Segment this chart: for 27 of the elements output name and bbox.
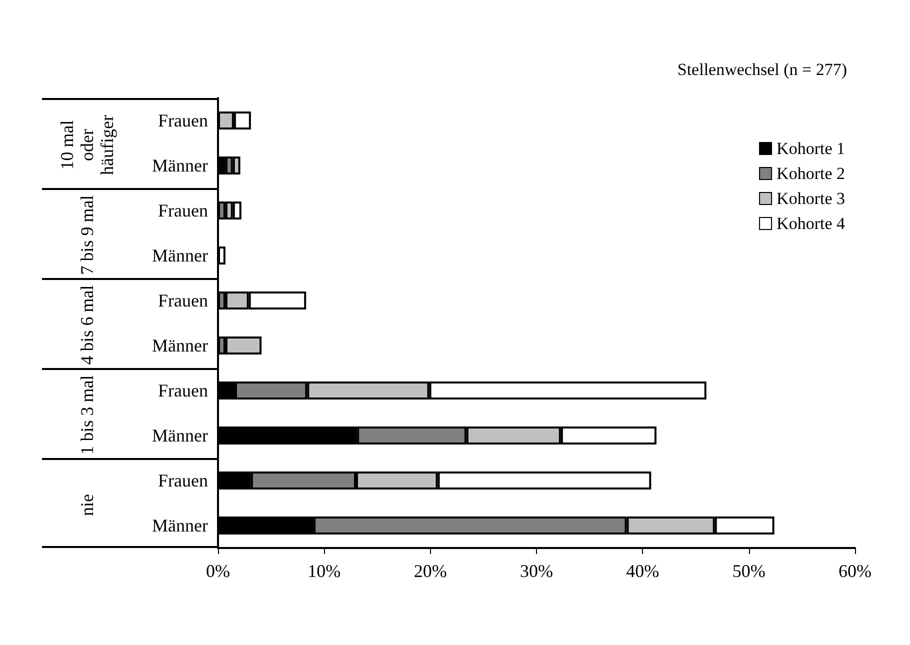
text: 4 bis 6 mal [77, 284, 97, 367]
y-tick-label: Frauen [158, 380, 208, 400]
y-tick-label: Männer [152, 516, 208, 536]
y-tick-label: Männer [152, 426, 208, 446]
y-tick-label: Frauen [158, 290, 208, 310]
y-tick-label: Männer [152, 336, 208, 356]
chart-title: Stellenwechsel (n = 277) [677, 60, 848, 79]
x-tick-label: 50% [732, 561, 766, 581]
y-tick-label: Frauen [158, 470, 208, 490]
x-tick-label: 10% [308, 561, 341, 581]
x-tick-label: 30% [520, 561, 553, 581]
x-tick-label: 0% [206, 561, 230, 581]
y-tick-label: Frauen [158, 200, 208, 220]
legend-label: Kohorte 1 [776, 139, 846, 158]
text: 10 mal oder häufiger [57, 114, 117, 177]
legend-label: Kohorte 3 [776, 189, 846, 208]
legend-label: Kohorte 4 [776, 214, 846, 233]
text: 7 bis 9 mal [77, 194, 97, 277]
text: nie [77, 493, 97, 518]
x-tick-label: 40% [626, 561, 660, 581]
x-tick-label: 60% [838, 561, 872, 581]
legend-label: Kohorte 2 [776, 164, 846, 183]
text: 1 bis 3 mal [77, 374, 97, 457]
x-tick-label: 20% [414, 561, 447, 581]
y-tick-label: Männer [152, 156, 208, 176]
y-tick-label: Frauen [158, 110, 208, 130]
y-tick-label: Männer [152, 246, 208, 266]
